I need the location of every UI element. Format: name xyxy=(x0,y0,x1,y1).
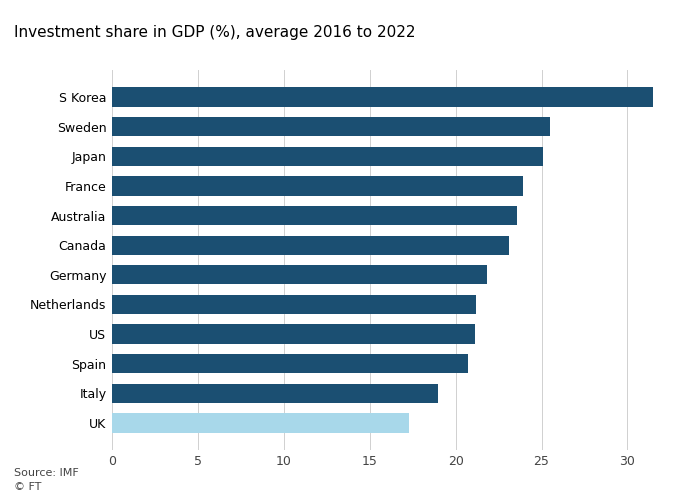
Bar xyxy=(112,354,468,374)
Bar xyxy=(112,324,475,344)
Bar xyxy=(112,176,523,196)
Bar xyxy=(112,384,438,403)
Bar xyxy=(112,236,509,255)
Text: Investment share in GDP (%), average 2016 to 2022: Investment share in GDP (%), average 201… xyxy=(14,25,416,40)
Bar xyxy=(112,146,543,166)
Bar xyxy=(112,206,517,225)
Bar xyxy=(112,295,476,314)
Bar xyxy=(112,88,653,106)
Bar xyxy=(112,265,486,284)
Bar xyxy=(112,117,550,136)
Text: Source: IMF: Source: IMF xyxy=(14,468,78,477)
Bar xyxy=(112,414,409,432)
Text: © FT: © FT xyxy=(14,482,41,492)
